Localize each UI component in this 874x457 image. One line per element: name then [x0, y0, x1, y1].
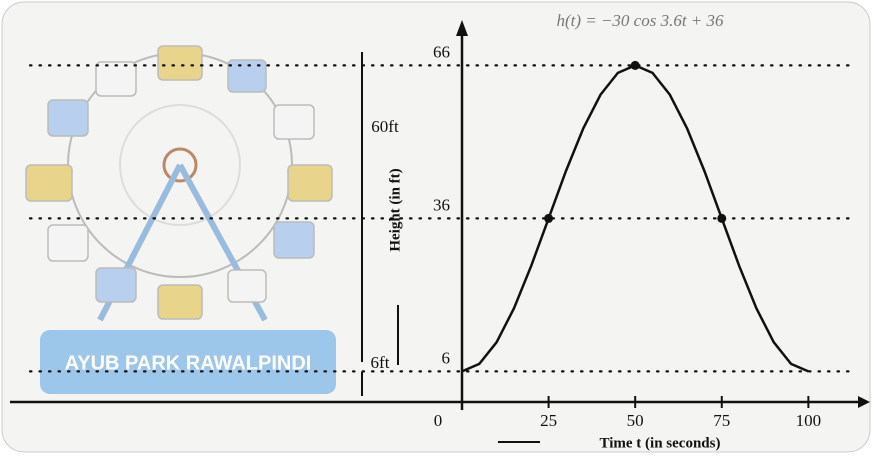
- dimension-arrows: [361, 52, 540, 443]
- base-annotation: 6ft: [371, 353, 390, 372]
- y-axis-title: Height (in ft): [387, 168, 403, 251]
- x-arrow: [858, 396, 870, 408]
- y-arrow: [456, 20, 468, 36]
- x-tick-label: 25: [540, 411, 557, 430]
- y-tick-label: 66: [433, 42, 450, 61]
- ferris-wheel: [25, 45, 333, 322]
- y-tick-label: 36: [433, 195, 450, 214]
- x-tick-label: 100: [796, 411, 822, 430]
- curve-point: [717, 213, 727, 223]
- sign-text: AYUB PARK RAWALPINDI: [65, 352, 312, 374]
- curve-point: [544, 213, 554, 223]
- formula: h(t) = −30 cos 3.6t + 36: [556, 11, 724, 30]
- height-annotation: 60ft: [371, 117, 399, 136]
- y-tick-label: 6: [442, 348, 451, 367]
- x-tick-label: 50: [627, 411, 644, 430]
- x-tick-label: 75: [713, 411, 730, 430]
- x-axis-title: Time t (in seconds): [600, 435, 721, 451]
- sign-board: [40, 330, 336, 394]
- x-tick-label: 0: [434, 411, 443, 430]
- curve-point: [630, 60, 640, 70]
